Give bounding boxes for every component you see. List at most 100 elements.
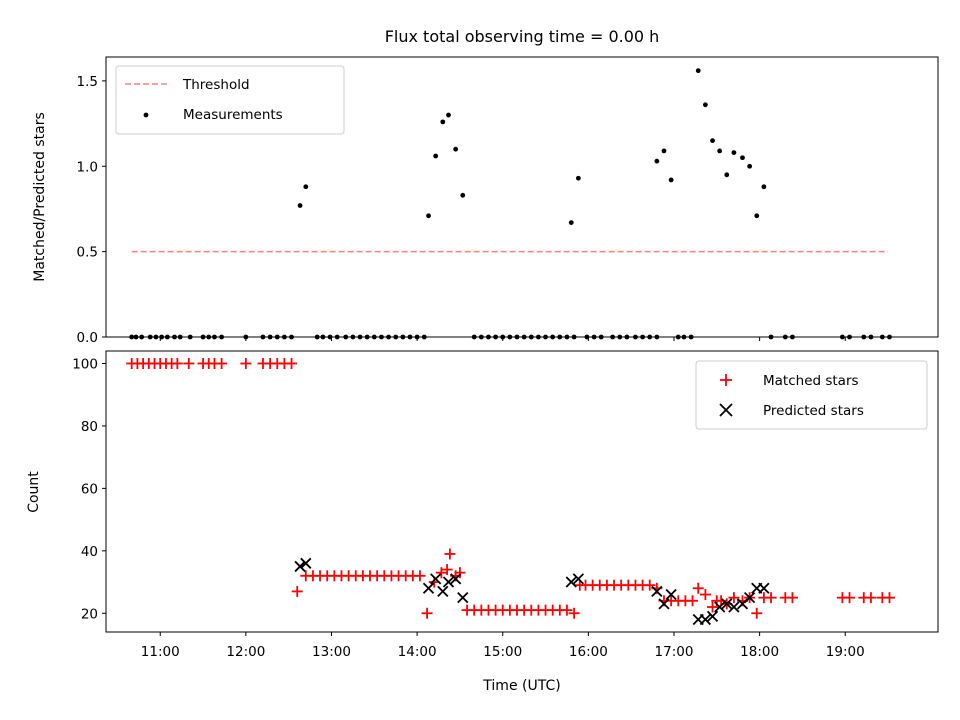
- count-x-tick-label: 16:00: [569, 644, 608, 660]
- measurements-point: [661, 148, 667, 154]
- matched-stars-point: [414, 570, 426, 582]
- measurements-point: [460, 192, 466, 198]
- measurements-point: [695, 68, 701, 74]
- matched-stars-point: [561, 604, 573, 616]
- predicted-stars-point: [714, 601, 726, 613]
- matched-stars-point: [699, 589, 711, 601]
- count-x-tick-label: 19:00: [826, 644, 865, 660]
- matched-stars-point: [765, 592, 777, 604]
- measurements-point: [702, 102, 708, 108]
- legend-measurements-label: Measurements: [183, 107, 283, 123]
- count-panel: 20 40 60 80 100 11:00 12:00 13:00 14:00 15:00 16:…: [26, 350, 939, 694]
- measurements-point: [740, 155, 745, 161]
- count-x-axis: 11:00 12:00 13:00 14:00 15:00 16:00 17:00 18:00…: [141, 632, 865, 660]
- count-x-tick-label: 14:00: [398, 644, 437, 660]
- ratio-y-tick-label: 1.5: [77, 74, 98, 90]
- count-y-tick-label: 40: [81, 544, 98, 560]
- count-x-tick-label: 15:00: [483, 644, 522, 660]
- predicted-stars-point: [743, 592, 756, 604]
- count-x-tick-label: 17:00: [655, 644, 694, 660]
- measurements-point: [754, 213, 760, 219]
- legend-predicted-label: Predicted stars: [763, 403, 864, 419]
- predicted-stars-point: [665, 588, 677, 601]
- predicted-stars-point: [728, 601, 740, 613]
- matched-stars-point: [707, 601, 719, 613]
- legend-matched-swatch: [720, 374, 732, 386]
- predicted-stars-point: [450, 573, 462, 585]
- predicted-stars-point: [572, 573, 585, 585]
- measurements-point: [568, 220, 574, 226]
- matched-stars-point: [454, 567, 466, 579]
- count-legend: Matched stars Predicted stars: [695, 360, 928, 430]
- matched-stars-point: [644, 579, 656, 591]
- matched-stars-point: [786, 592, 798, 604]
- predicted-stars-point: [699, 613, 712, 626]
- count-x-tick-label: 13:00: [312, 644, 351, 660]
- predicted-stars-point: [430, 573, 442, 585]
- matched-stars-point: [865, 592, 877, 604]
- matched-stars-point: [441, 564, 453, 576]
- ratio-y-axis: 0.0 0.5 1.0 1.5: [77, 74, 106, 346]
- matched-stars-point: [728, 592, 740, 604]
- predicted-stars-point: [721, 598, 733, 610]
- count-y-tick-label: 80: [81, 419, 98, 435]
- predicted-stars-point: [422, 582, 435, 594]
- count-x-tick-label: 18:00: [740, 644, 779, 660]
- predicted-stars-point: [457, 592, 469, 604]
- count-y-tick-label: 20: [81, 606, 98, 622]
- matched-stars-point: [171, 357, 183, 369]
- legend-frame: [695, 360, 928, 430]
- count-y-tick-label: 100: [72, 356, 98, 372]
- matched-stars-point: [692, 582, 704, 594]
- legend-measurements-swatch: [143, 112, 149, 118]
- matched-stars-point: [444, 548, 456, 560]
- legend-frame: [115, 65, 345, 135]
- ratio-y-tick-label: 0.5: [77, 245, 98, 261]
- measurements-point: [717, 148, 723, 154]
- count-y-axis: 20 40 60 80 100: [72, 356, 106, 622]
- legend-threshold-label: Threshold: [182, 77, 250, 93]
- predicted-stars-point: [565, 576, 577, 588]
- chart-title: Flux total observing time = 0.00 h: [385, 27, 660, 46]
- measurements-point: [440, 119, 446, 125]
- predicted-stars-point: [300, 557, 312, 569]
- matched-stars-point: [751, 607, 763, 619]
- matched-stars-point: [291, 585, 303, 597]
- ratio-panel: Flux total observing time = 0.00 h 0.00.…: [32, 27, 939, 346]
- measurements-point: [433, 153, 439, 159]
- matched-stars-point: [286, 357, 298, 369]
- predicted-stars-point: [706, 610, 719, 623]
- matched-stars-point: [216, 357, 228, 369]
- matched-stars-point: [421, 607, 433, 619]
- count-x-tick-label: 11:00: [141, 644, 180, 660]
- matched-stars-point: [883, 592, 895, 604]
- measurements-point: [426, 213, 431, 219]
- measurements-point: [724, 172, 730, 178]
- measurements-point: [668, 177, 674, 183]
- measurements-point: [297, 203, 303, 208]
- measurements-point: [710, 138, 715, 144]
- matched-stars-point: [183, 357, 195, 369]
- matched-stars-point: [568, 607, 580, 619]
- measurements-point: [303, 184, 309, 190]
- ratio-x-axis: [159, 337, 846, 341]
- ratio-y-tick-label: 1.0: [77, 159, 98, 175]
- legend-matched-label: Matched stars: [763, 373, 859, 389]
- ratio-legend: Threshold Measurements: [115, 65, 345, 135]
- count-x-tick-label: 12:00: [226, 644, 265, 660]
- predicted-stars-point: [294, 560, 306, 573]
- ratio-plot-frame: [105, 56, 939, 338]
- predicted-stars-point: [442, 576, 455, 588]
- measurements-point: [747, 163, 753, 169]
- ratio-y-axis-label: Matched/Predicted stars: [32, 112, 48, 282]
- legend-predicted-swatch: [719, 403, 733, 417]
- matched-stars-point: [844, 592, 856, 604]
- ratio-y-tick-label: 0.0: [77, 330, 98, 346]
- count-marks: [126, 357, 895, 626]
- measurements-point: [654, 158, 660, 164]
- predicted-stars-point: [651, 585, 663, 598]
- measurements-point: [575, 175, 581, 181]
- measurements-point: [731, 150, 737, 156]
- count-y-axis-label: Count: [26, 471, 42, 513]
